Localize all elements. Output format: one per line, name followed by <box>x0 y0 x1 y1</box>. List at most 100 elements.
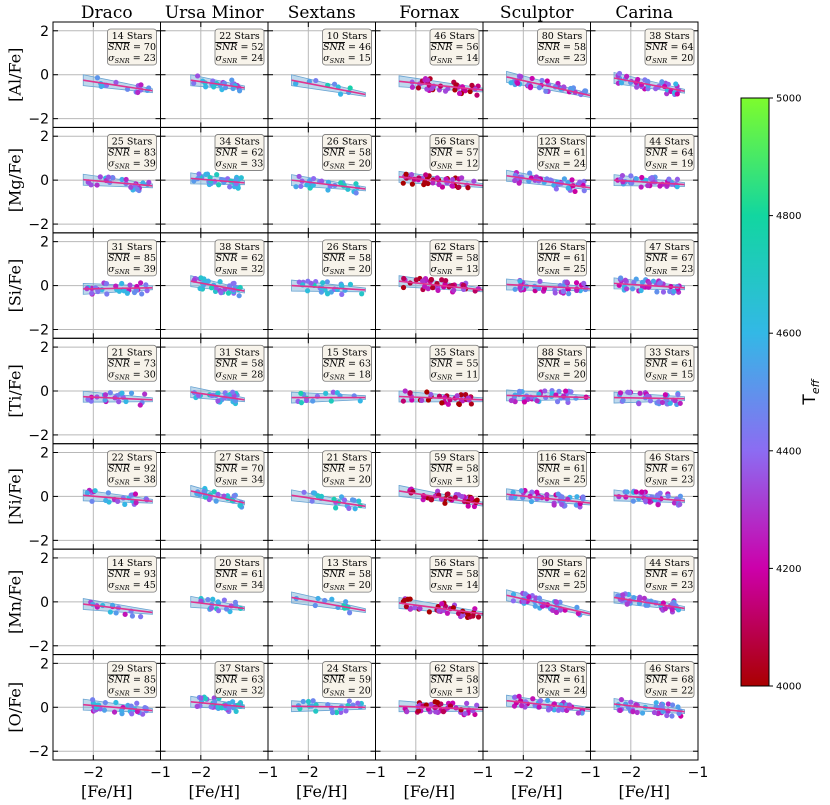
snr-sigma: σSNR = 15 <box>323 53 371 65</box>
star-point <box>223 606 230 612</box>
star-point <box>205 597 211 603</box>
xtick-label: −2 <box>83 765 104 781</box>
star-point <box>639 489 645 495</box>
star-point <box>227 184 233 190</box>
snr-symbol: SNR <box>323 569 345 580</box>
star-point <box>113 79 119 86</box>
star-point <box>649 175 655 181</box>
sigma-value: = 20 <box>560 369 586 380</box>
star-point <box>134 700 140 706</box>
sigma-value: = 23 <box>560 53 586 64</box>
star-point <box>313 708 319 714</box>
stats-box-frame <box>537 344 587 382</box>
stats-box-frame <box>322 555 372 593</box>
stats-box-frame <box>214 450 265 488</box>
star-point <box>636 401 642 407</box>
star-point <box>207 495 213 501</box>
snr-sigma: σSNR = 20 <box>323 580 371 592</box>
snr-value: = 58 <box>452 675 478 686</box>
star-point <box>553 599 559 605</box>
snr-symbol: SNR <box>645 358 667 369</box>
sigma-value: = 25 <box>560 580 586 591</box>
snr-value: = 73 <box>130 358 156 369</box>
ytick-label: 2 <box>40 235 49 251</box>
star-point <box>413 277 419 283</box>
stats-box-frame <box>214 239 265 277</box>
sigma-symbol: σ <box>323 53 330 64</box>
snr-symbol: SNR <box>645 147 667 158</box>
snr-mean: SNR = 62 <box>538 569 586 580</box>
star-point <box>624 489 630 495</box>
star-point <box>655 502 661 508</box>
star-point <box>319 178 325 184</box>
star-point <box>536 704 542 710</box>
trend-line <box>613 282 685 289</box>
stats-box-frame <box>537 134 587 171</box>
sigma-subscript: SNR <box>545 479 560 487</box>
star-point <box>516 388 523 394</box>
stars-count: 14 Stars <box>112 558 153 569</box>
star-point <box>113 699 119 706</box>
star-point <box>439 400 445 406</box>
snr-mean: SNR = 46 <box>323 42 371 53</box>
star-point <box>677 501 683 508</box>
snr-sigma: σSNR = 20 <box>323 158 371 170</box>
snr-mean: SNR = 52 <box>215 42 263 53</box>
sigma-subscript: SNR <box>652 690 667 698</box>
star-point <box>191 80 197 86</box>
snr-symbol: SNR <box>645 675 667 686</box>
star-point <box>537 698 544 704</box>
xtick-label: −1 <box>473 765 494 781</box>
star-point <box>400 398 406 404</box>
snr-value: = 67 <box>667 569 693 580</box>
star-point <box>324 291 331 297</box>
star-point <box>233 176 239 182</box>
snr-sigma: σSNR = 20 <box>646 53 694 65</box>
star-point <box>417 605 423 612</box>
snr-mean: SNR = 68 <box>645 675 693 686</box>
star-point <box>221 597 227 603</box>
trend-line <box>613 77 685 92</box>
star-point <box>198 695 204 701</box>
sigma-value: = 11 <box>452 369 478 380</box>
trend-line <box>291 494 366 508</box>
colorbar-tick-label: 4000 <box>776 682 801 693</box>
star-point <box>560 288 567 294</box>
trend-line <box>613 703 685 713</box>
sigma-value: = 13 <box>452 686 478 697</box>
star-point <box>471 178 477 184</box>
star-point <box>574 494 580 500</box>
snr-symbol: SNR <box>323 358 345 369</box>
stars-count: 31 Stars <box>112 242 153 253</box>
star-point <box>638 184 644 190</box>
snr-value: = 62 <box>237 253 263 264</box>
snr-sigma: σSNR = 23 <box>108 53 156 65</box>
star-point <box>633 176 639 182</box>
star-point <box>194 73 201 79</box>
stars-count: 25 Stars <box>112 136 153 147</box>
stats-box-frame <box>214 134 265 171</box>
stars-count: 35 Stars <box>434 347 475 358</box>
star-point <box>639 279 646 285</box>
snr-value: = 68 <box>667 675 693 686</box>
star-point <box>569 177 575 183</box>
sigma-value: = 39 <box>130 158 156 169</box>
star-point <box>318 493 325 499</box>
star-point <box>518 488 524 494</box>
snr-symbol: SNR <box>215 675 237 686</box>
snr-value: = 55 <box>452 358 478 369</box>
trend-line <box>291 596 366 612</box>
star-point <box>676 710 682 716</box>
snr-mean: SNR = 70 <box>108 42 156 53</box>
snr-mean: SNR = 56 <box>430 42 478 53</box>
xtick-label: −2 <box>513 765 534 781</box>
star-point <box>633 489 639 495</box>
snr-mean: SNR = 64 <box>645 42 693 53</box>
star-point <box>213 498 219 504</box>
